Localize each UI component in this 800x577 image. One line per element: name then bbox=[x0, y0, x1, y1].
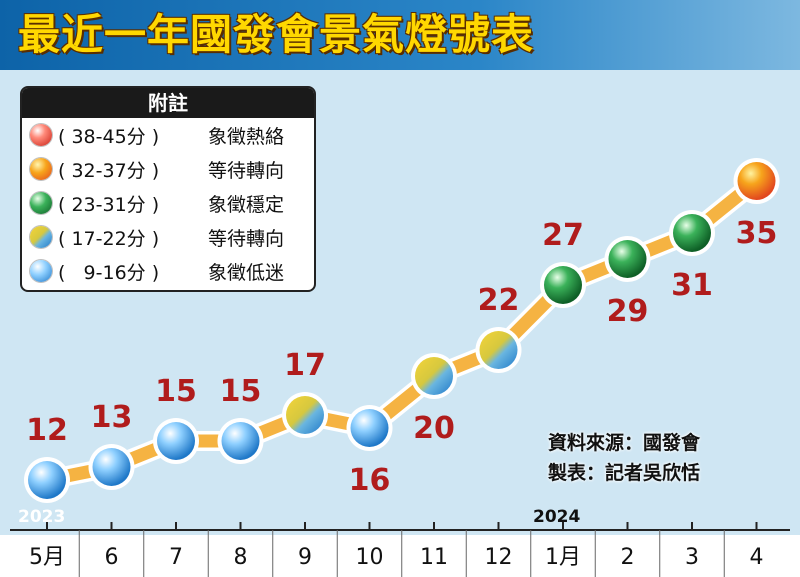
value-label: 16 bbox=[349, 463, 391, 498]
source-line: 資料來源：國發會 bbox=[548, 432, 701, 454]
data-point-yellow-blue bbox=[479, 331, 518, 369]
x-tick-label: 12 bbox=[485, 545, 513, 570]
x-tick-label: 1月 bbox=[545, 545, 581, 570]
blue-light-icon bbox=[30, 260, 52, 282]
x-tick-label: 11 bbox=[420, 545, 448, 570]
title-banner: 最近一年國發會景氣燈號表 bbox=[0, 0, 800, 70]
legend-range: ( 23-31分 ) bbox=[58, 193, 160, 216]
value-label: 17 bbox=[284, 348, 326, 383]
legend-item: ( 17-22分 ) 等待轉向 bbox=[22, 220, 314, 254]
data-point-blue bbox=[28, 461, 66, 499]
legend-range: ( 38-45分 ) bbox=[58, 125, 160, 148]
data-point-yellow-blue bbox=[415, 357, 453, 395]
value-label: 27 bbox=[542, 218, 584, 253]
x-tick-label: 9 bbox=[298, 545, 312, 570]
x-tick-label: 4 bbox=[750, 545, 764, 570]
data-point-blue bbox=[221, 422, 260, 460]
value-label: 13 bbox=[91, 400, 133, 435]
yellow-blue-light-icon bbox=[30, 226, 52, 248]
value-label: 31 bbox=[671, 268, 713, 303]
year-label: 2023 bbox=[18, 507, 65, 527]
value-label: 35 bbox=[736, 216, 778, 251]
value-labels: 12 13 15 15 17 16 20 22 27 29 31 35 bbox=[26, 216, 777, 498]
legend-desc: 等待轉向 bbox=[208, 159, 285, 182]
data-point-blue bbox=[350, 409, 389, 447]
yellow-red-light-icon bbox=[30, 158, 52, 180]
legend-range: ( 9-16分 ) bbox=[58, 261, 160, 284]
year-label: 2024 bbox=[533, 507, 580, 527]
legend-title: 附註 bbox=[22, 88, 314, 118]
value-label: 20 bbox=[413, 411, 455, 446]
x-tick-label: 6 bbox=[105, 545, 119, 570]
data-point-green bbox=[608, 240, 647, 278]
green-light-icon bbox=[30, 192, 52, 214]
value-label: 12 bbox=[26, 413, 68, 448]
data-point-blue bbox=[157, 422, 195, 460]
legend-item: ( 38-45分 ) 象徵熱絡 bbox=[22, 118, 314, 152]
legend-desc: 象徵低迷 bbox=[208, 261, 285, 284]
data-points bbox=[24, 158, 780, 503]
x-tick-label: 5月 bbox=[29, 545, 65, 570]
data-point-yellow-blue bbox=[286, 396, 324, 434]
credit-line: 製表：記者吳欣恬 bbox=[548, 462, 701, 484]
chart-title: 最近一年國發會景氣燈號表 bbox=[18, 10, 535, 59]
data-point-green bbox=[673, 214, 711, 252]
x-tick-label: 8 bbox=[234, 545, 248, 570]
x-tick-label: 10 bbox=[356, 545, 384, 570]
red-light-icon bbox=[30, 124, 52, 146]
x-tick-label: 3 bbox=[685, 545, 699, 570]
x-axis-band bbox=[0, 535, 800, 577]
legend-desc: 等待轉向 bbox=[208, 227, 285, 250]
legend-range: ( 17-22分 ) bbox=[58, 227, 160, 250]
x-axis: 5月 6 7 8 9 10 11 12 1月 2 3 4 2023 2024 bbox=[0, 507, 800, 577]
x-tick-label: 2 bbox=[621, 545, 635, 570]
legend: 附註 ( 38-45分 ) 象徵熱絡 ( 32-37分 ) 等待轉向 ( 23-… bbox=[20, 86, 316, 292]
legend-range: ( 32-37分 ) bbox=[58, 159, 160, 182]
value-label: 22 bbox=[478, 283, 520, 318]
value-label: 15 bbox=[220, 374, 262, 409]
legend-desc: 象徵熱絡 bbox=[208, 125, 285, 148]
legend-item: ( 32-37分 ) 等待轉向 bbox=[22, 152, 314, 186]
x-tick-label: 7 bbox=[169, 545, 183, 570]
legend-item: ( 9-16分 ) 象徵低迷 bbox=[22, 254, 314, 288]
data-point-green bbox=[544, 266, 582, 304]
source-note: 資料來源：國發會 製表：記者吳欣恬 bbox=[548, 428, 700, 488]
value-label: 15 bbox=[155, 374, 197, 409]
data-point-blue bbox=[92, 448, 131, 486]
value-label: 29 bbox=[607, 294, 649, 329]
legend-desc: 象徵穩定 bbox=[208, 193, 285, 216]
legend-item: ( 23-31分 ) 象徵穩定 bbox=[22, 186, 314, 220]
data-point-yellow-red bbox=[737, 162, 776, 200]
